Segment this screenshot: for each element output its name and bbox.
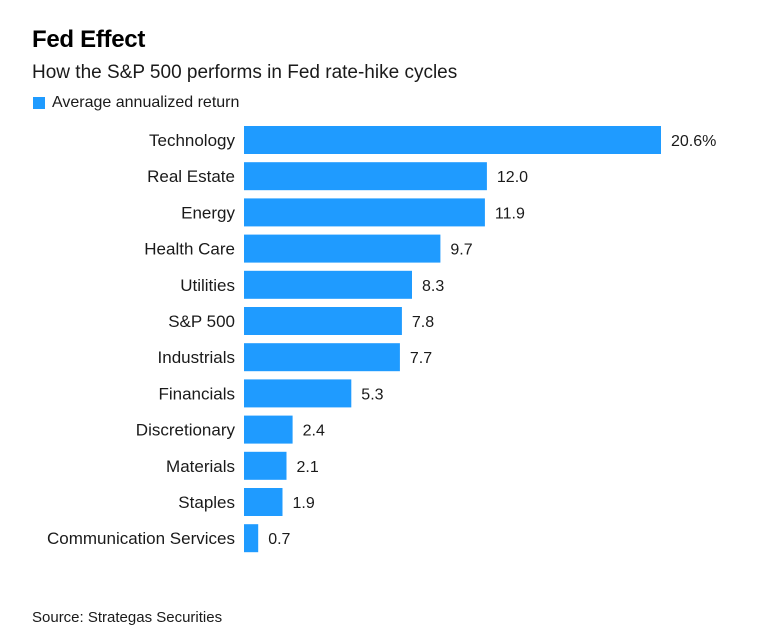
category-label: Real Estate	[147, 167, 235, 186]
bar-technology	[244, 126, 661, 154]
category-label: S&P 500	[168, 312, 235, 331]
category-label: Health Care	[144, 240, 235, 259]
value-label: 2.4	[303, 423, 325, 440]
bar-real-estate	[244, 162, 487, 191]
chart-subtitle: How the S&P 500 performs in Fed rate-hik…	[32, 62, 458, 83]
bar-energy	[244, 198, 485, 227]
value-label: 20.6%	[671, 133, 716, 150]
value-label: 7.8	[412, 314, 434, 331]
source-note: Source: Strategas Securities	[32, 609, 223, 626]
value-label: 7.7	[410, 350, 432, 367]
category-label: Communication Services	[47, 529, 235, 548]
category-label: Utilities	[180, 276, 235, 295]
category-label: Discretionary	[136, 421, 236, 440]
bar-communication-services	[244, 524, 259, 553]
bar-financials	[244, 379, 352, 408]
value-label: 8.3	[422, 278, 444, 295]
value-label: 1.9	[293, 495, 315, 512]
value-label: 11.9	[495, 205, 525, 222]
bar-staples	[244, 488, 283, 516]
category-label: Staples	[178, 493, 235, 512]
bar-industrials	[244, 343, 400, 372]
category-label: Materials	[166, 457, 235, 476]
category-label: Technology	[149, 131, 236, 150]
value-label: 9.7	[450, 242, 472, 259]
category-label: Energy	[181, 203, 235, 222]
category-label: Financials	[158, 384, 235, 403]
value-label: 12.0	[497, 169, 528, 186]
legend-swatch	[33, 97, 45, 109]
bar-discretionary	[244, 415, 293, 444]
category-label: Industrials	[158, 348, 235, 367]
legend-label: Average annualized return	[52, 94, 240, 111]
chart-title: Fed Effect	[32, 26, 146, 53]
legend: Average annualized return	[33, 94, 239, 112]
value-label: 0.7	[268, 531, 290, 548]
value-label: 2.1	[297, 459, 319, 476]
value-label: 5.3	[361, 386, 383, 403]
bar-utilities	[244, 270, 412, 299]
bar-s-p-500	[244, 307, 402, 335]
bar-health-care	[244, 234, 441, 263]
bar-materials	[244, 451, 287, 480]
